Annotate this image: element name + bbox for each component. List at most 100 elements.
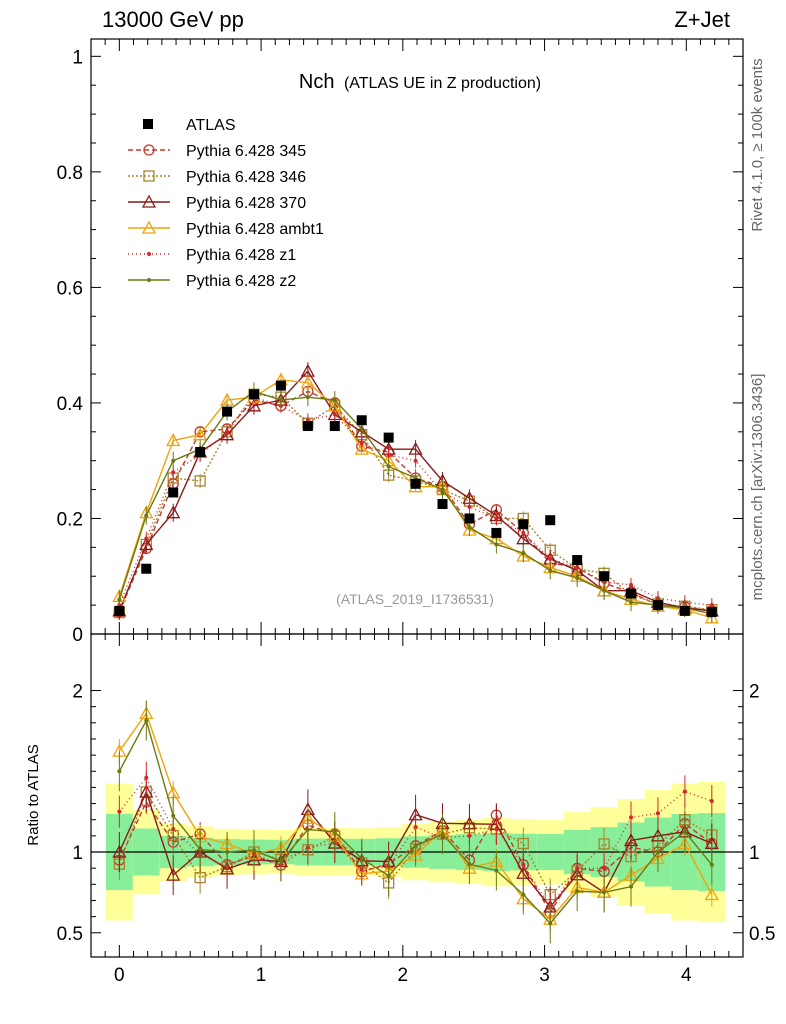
series-ratio-point <box>117 769 122 774</box>
series-ratio-point <box>623 833 639 847</box>
series-point <box>704 610 719 624</box>
atlas-data-point <box>249 389 259 400</box>
series-ratio-point <box>252 848 256 853</box>
series-ratio-point <box>278 859 283 864</box>
series-line-main <box>118 396 712 606</box>
legend-label: Pythia 6.428 z2 <box>186 273 296 290</box>
series-line-main <box>118 379 713 619</box>
series-5 <box>117 382 714 944</box>
plot-title-sub: (ATLAS UE in Z production) <box>344 75 541 92</box>
legend-label: Pythia 6.428 z1 <box>186 247 296 264</box>
series-point <box>386 464 391 469</box>
series-line-main <box>118 393 712 613</box>
x-tick-label: 3 <box>539 965 550 986</box>
legend-item-5: Pythia 6.428 z2 <box>128 273 296 290</box>
series-ratio-point <box>305 827 310 832</box>
atlas-data-point <box>437 499 448 510</box>
series-point <box>194 475 206 487</box>
side-label-rivet: Rivet 4.1.0, ≥ 100k events <box>749 58 766 231</box>
legend-marker <box>141 194 157 208</box>
legend-label: Pythia 6.428 ambt1 <box>186 221 324 238</box>
series-point <box>494 542 499 547</box>
series-ratio-point <box>117 809 122 814</box>
series-point <box>166 505 181 519</box>
atlas-data-point <box>572 555 583 566</box>
main-y-tick-label: 0.4 <box>57 394 84 415</box>
series-ratio-point <box>494 868 499 873</box>
series-ratio-point <box>198 847 203 852</box>
ratio-y-tick-label-right: 1 <box>749 843 760 864</box>
series-point <box>548 556 553 561</box>
legend-item-1: Pythia 6.428 346 <box>128 169 306 186</box>
series-point <box>225 429 230 434</box>
atlas-data-point <box>626 588 637 599</box>
series-point <box>332 412 337 417</box>
series-point <box>139 537 154 551</box>
series-ratio-point <box>521 862 526 867</box>
series-point <box>467 525 472 530</box>
series-point <box>521 551 526 556</box>
atlas-data-point <box>491 527 502 538</box>
legend-marker <box>147 278 151 282</box>
series-ratio-point <box>494 826 499 831</box>
series-ratio-point <box>413 843 418 848</box>
series-point <box>300 375 315 389</box>
legend-marker <box>141 220 157 234</box>
series-ratio-point <box>139 784 154 798</box>
x-tick-label: 0 <box>114 965 125 986</box>
legend-item-3: Pythia 6.428 ambt1 <box>128 220 324 238</box>
ratio-y-tick-label: 1 <box>72 843 83 864</box>
ratio-y-tick-label-right: 0.5 <box>749 924 775 945</box>
series-ratio-point <box>112 844 127 858</box>
series-ratio-point <box>440 832 445 837</box>
series-point <box>602 588 607 593</box>
main-y-tick-label: 0.8 <box>57 163 83 184</box>
main-y-tick-label: 1 <box>72 47 83 68</box>
atlas-data-point <box>599 571 610 582</box>
x-tick-label: 4 <box>681 965 692 986</box>
series-point <box>219 427 235 441</box>
side-label-mcplots: mcplots.cern.ch [arXiv:1306.3436] <box>749 374 766 601</box>
series-ratio-point <box>386 873 391 878</box>
series-point <box>521 530 526 535</box>
series-ratio-point <box>682 829 687 834</box>
ratio-ylabel: Ratio to ATLAS <box>25 744 42 845</box>
atlas-data-point <box>356 415 367 426</box>
atlas-data-point <box>275 380 286 391</box>
series-ratio-point <box>467 833 472 838</box>
legend-item-0: Pythia 6.428 345 <box>128 143 306 160</box>
series-point <box>359 441 364 446</box>
series-ratio-point <box>704 887 719 901</box>
series-line-ratio <box>118 790 713 896</box>
series-ratio-point <box>629 884 634 889</box>
series-ratio-point <box>682 789 687 794</box>
atlas-data-point <box>706 607 717 618</box>
series-ratio-point <box>359 856 364 861</box>
atlas-data-point <box>464 513 475 524</box>
series-ratio-point <box>655 850 660 855</box>
main-y-tick-label: 0.6 <box>57 278 83 299</box>
series-point <box>278 398 283 403</box>
series-point <box>332 398 337 403</box>
series-point <box>629 600 634 605</box>
series-ratio-point <box>629 815 634 820</box>
series-layer <box>112 362 719 944</box>
series-point <box>516 531 531 545</box>
series-point <box>246 398 262 412</box>
main-y-tick-label: 0 <box>72 625 83 646</box>
series-point <box>193 427 208 441</box>
plot-title: Nch (ATLAS UE in Z production) <box>299 71 541 93</box>
atlas-data-point <box>114 605 125 616</box>
x-tick-label: 2 <box>398 965 409 986</box>
series-ratio-point <box>166 867 181 881</box>
series-point <box>629 582 634 587</box>
analysis-id: (ATLAS_2019_I1736531) <box>336 591 494 607</box>
series-ratio-point <box>575 866 580 871</box>
series-point <box>575 565 580 570</box>
series-ratio-point <box>171 813 176 818</box>
series-point <box>305 395 310 400</box>
legend-marker <box>143 144 155 156</box>
series-point <box>386 452 391 457</box>
series-ratio-point <box>517 837 529 850</box>
